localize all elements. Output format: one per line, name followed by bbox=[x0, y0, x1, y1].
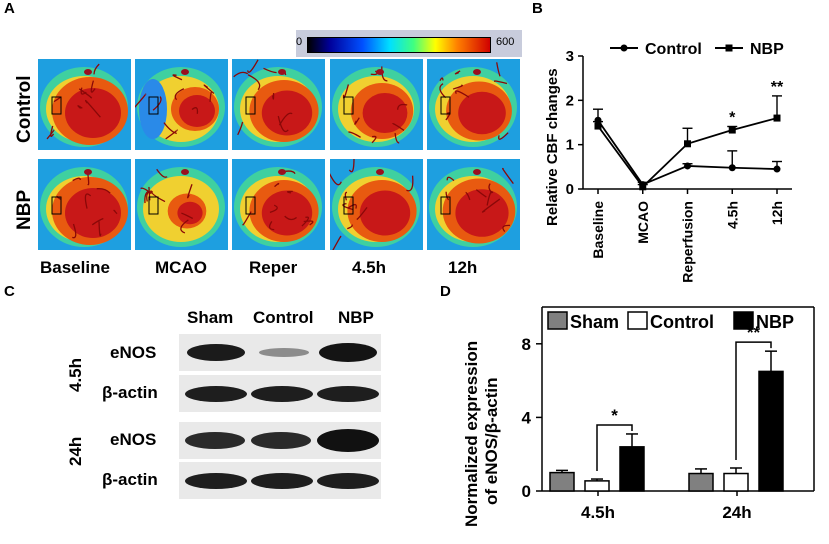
wb-time-4-5h: 4.5h bbox=[66, 357, 85, 392]
data-point-nbp bbox=[684, 140, 691, 148]
column-label-baseline: Baseline bbox=[40, 258, 110, 277]
wb-label-actin-4-5h: β-actin bbox=[102, 383, 158, 402]
legend-control-marker bbox=[620, 44, 628, 52]
band-sham bbox=[185, 473, 247, 489]
column-label-mcao: MCAO bbox=[155, 258, 207, 277]
band-control bbox=[251, 473, 313, 489]
wb-group-nbp: NBP bbox=[338, 308, 374, 327]
chart-d-ytick: 8 bbox=[522, 335, 531, 354]
significance-bracket bbox=[596, 424, 633, 472]
legend-swatch-control bbox=[627, 311, 648, 330]
chart-b-ytick: 1 bbox=[566, 137, 574, 154]
band-nbp bbox=[317, 473, 379, 489]
chart-d-ylabel-line2: of eNOS/β-actin bbox=[482, 378, 501, 506]
panel-label-b: B bbox=[532, 0, 543, 17]
wb-time-24h: 24h bbox=[66, 436, 85, 466]
legend-nbp-marker bbox=[725, 44, 733, 52]
panel-label-d: D bbox=[440, 283, 451, 300]
cbf-line-chart: Relative CBF changes 0 1 2 3 Baseline MCAO Rep… bbox=[544, 41, 792, 283]
legend-label-control: Control bbox=[650, 312, 714, 332]
legend-nbp-label: NBP bbox=[750, 41, 784, 58]
bar-control bbox=[584, 480, 610, 492]
legend-swatch-nbp bbox=[733, 311, 754, 330]
enos-bar-chart: Normalized expression of eNOS/β-actin 0 4… bbox=[462, 306, 815, 527]
lsci-image bbox=[37, 58, 132, 151]
significance-bracket bbox=[735, 341, 772, 460]
row-label-control: Control bbox=[14, 75, 35, 143]
data-point-nbp bbox=[594, 122, 602, 130]
bar-nbp bbox=[619, 446, 645, 492]
band-sham bbox=[185, 432, 245, 449]
wb-group-sham: Sham bbox=[187, 308, 234, 327]
data-point-control bbox=[728, 164, 736, 172]
wb-group-control: Control bbox=[253, 308, 314, 327]
chart-b-xtick: Reperfusion bbox=[680, 201, 696, 283]
bar-sham bbox=[688, 472, 714, 492]
significance-marker: ** bbox=[771, 79, 784, 96]
wb-label-actin-24h: β-actin bbox=[102, 470, 158, 489]
chart-b-xtick: 4.5h bbox=[724, 201, 740, 229]
wb-label-enos-24h: eNOS bbox=[110, 430, 157, 449]
lsci-image bbox=[426, 158, 521, 251]
lsci-image bbox=[329, 158, 424, 251]
legend-swatch-sham bbox=[547, 311, 568, 330]
data-point-control bbox=[773, 165, 781, 173]
lsci-image bbox=[37, 158, 132, 251]
band-nbp bbox=[317, 429, 379, 452]
band-sham bbox=[185, 386, 247, 402]
legend-label-sham: Sham bbox=[570, 312, 619, 332]
colorbar-min: 0 bbox=[296, 36, 303, 48]
bar-nbp bbox=[758, 370, 784, 492]
lsci-image bbox=[231, 58, 326, 151]
lsci-image bbox=[231, 158, 326, 251]
band-control bbox=[251, 386, 313, 402]
significance-marker: * bbox=[729, 109, 736, 126]
colorbar: 0 600 bbox=[296, 30, 522, 57]
band-nbp bbox=[319, 343, 377, 362]
lsci-image bbox=[134, 158, 229, 251]
wb-label-enos-4-5h: eNOS bbox=[110, 343, 157, 362]
legend-control-label: Control bbox=[645, 41, 702, 58]
data-point-nbp bbox=[728, 126, 736, 134]
lsci-image bbox=[329, 58, 424, 151]
chart-d-ytick: 0 bbox=[522, 482, 531, 501]
blot-enos-24h bbox=[179, 422, 381, 459]
chart-d-ylabel-line1: Normalized expression bbox=[462, 341, 481, 527]
lsci-image bbox=[426, 58, 521, 151]
data-point-nbp bbox=[773, 114, 781, 122]
column-label-12h: 12h bbox=[448, 258, 478, 277]
blot-enos-4-5h bbox=[179, 334, 381, 371]
colorbar-max: 600 bbox=[496, 36, 515, 48]
band-sham bbox=[187, 344, 245, 361]
chart-b-ytick: 3 bbox=[566, 48, 574, 65]
panel-label-a: A bbox=[4, 0, 15, 17]
panel-label-c: C bbox=[4, 283, 15, 300]
chart-b-ylabel: Relative CBF changes bbox=[544, 68, 561, 226]
chart-d-xtick: 4.5h bbox=[581, 503, 615, 522]
data-point-nbp bbox=[639, 183, 647, 191]
chart-d-xtick: 24h bbox=[722, 503, 751, 522]
bar-control bbox=[723, 472, 749, 492]
data-point-control bbox=[684, 162, 691, 170]
column-label-reper: Reper bbox=[249, 258, 298, 277]
lsci-image bbox=[134, 58, 229, 151]
column-label-4-5h: 4.5h bbox=[352, 258, 387, 277]
band-control bbox=[259, 348, 309, 357]
chart-b-xtick: Baseline bbox=[590, 201, 606, 259]
bar-sham bbox=[549, 471, 575, 492]
band-nbp bbox=[317, 386, 379, 402]
chart-b-ytick: 2 bbox=[566, 92, 574, 109]
chart-b-xtick: 12h bbox=[769, 201, 785, 225]
band-control bbox=[251, 432, 311, 449]
blot-actin-4-5h bbox=[179, 375, 381, 412]
chart-b-ytick: 0 bbox=[566, 181, 574, 198]
legend-label-nbp: NBP bbox=[756, 312, 794, 332]
colorbar-gradient bbox=[307, 37, 491, 53]
chart-b-xtick: MCAO bbox=[635, 201, 651, 244]
row-label-nbp: NBP bbox=[14, 189, 35, 230]
significance-marker: * bbox=[611, 406, 618, 425]
blot-actin-24h bbox=[179, 462, 381, 499]
chart-d-ytick: 4 bbox=[522, 408, 532, 427]
